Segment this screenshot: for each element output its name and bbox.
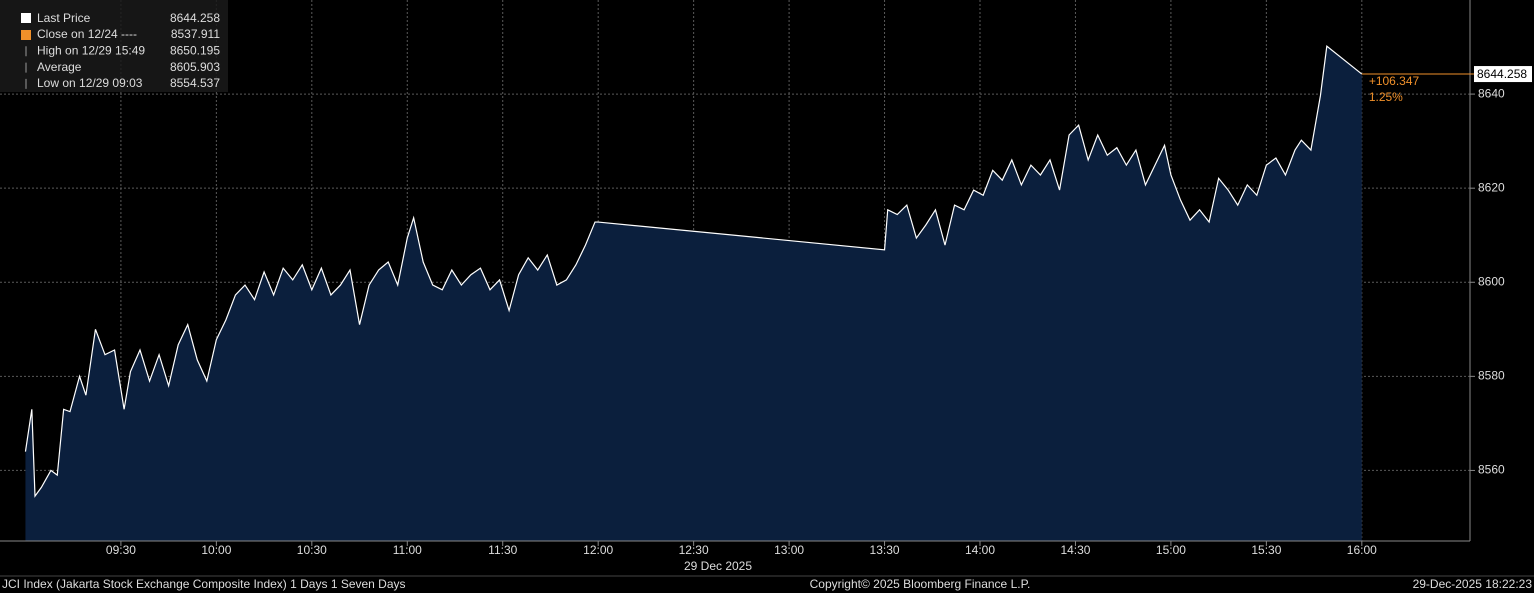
legend-box — [0, 0, 228, 92]
legend-swatch — [21, 13, 31, 23]
footer-center: Copyright© 2025 Bloomberg Finance L.P. — [810, 577, 1031, 591]
legend-label: Average — [37, 60, 82, 74]
y-tick-label: 8620 — [1478, 180, 1505, 194]
x-tick-label: 13:30 — [870, 543, 900, 557]
x-tick-label: 15:00 — [1156, 543, 1186, 557]
footer-left: JCI Index (Jakarta Stock Exchange Compos… — [2, 577, 406, 591]
line — [24, 44, 1363, 498]
change-label: +106.347 — [1369, 74, 1420, 88]
x-tick-label: 15:30 — [1251, 543, 1281, 557]
legend-label: Low on 12/29 09:03 — [37, 76, 143, 90]
legend-label: High on 12/29 15:49 — [37, 43, 145, 57]
x-tick-label: 16:00 — [1347, 543, 1377, 557]
legend: Close on 12/24 ---- 8537.911 High on 12/29… — [21, 27, 220, 90]
x-tick-label: 10:30 — [297, 543, 327, 557]
legend-value: 8537.911 — [171, 27, 220, 41]
y-tick-label: 8640 — [1478, 86, 1505, 100]
last-price-label: 8644.258 — [1477, 67, 1527, 81]
legend-label: Last Price — [37, 11, 91, 25]
legend-swatch — [21, 30, 31, 40]
legend-value: 8650.195 — [170, 43, 220, 57]
x-tick-label: 12:30 — [679, 543, 709, 557]
x-tick-label: 12:00 — [583, 543, 613, 557]
legend-value: 8554.537 — [170, 76, 220, 90]
x-tick-label: 14:30 — [1060, 543, 1090, 557]
y-tick-label: 8560 — [1478, 463, 1505, 477]
y-tick-label: 8580 — [1478, 369, 1505, 383]
y-tick-label: 8600 — [1478, 274, 1505, 288]
legend-value: 8644.258 — [170, 11, 220, 25]
last-price-box — [1474, 66, 1532, 83]
x-tick-label: 10:00 — [201, 543, 231, 557]
x-tick-label: 13:00 — [774, 543, 804, 557]
change-pct-label: 1.25% — [1369, 90, 1403, 104]
footer-right: 29-Dec-2025 18:22:23 — [1413, 577, 1533, 591]
x-tick-label: 09:30 — [106, 543, 136, 557]
x-tick-label: 11:30 — [488, 543, 517, 557]
area — [25, 46, 1362, 541]
legend-value: 8605.903 — [170, 60, 220, 74]
plot-area — [0, 0, 1470, 541]
x-tick-label: 11:00 — [393, 543, 422, 557]
legend-label: Close on 12/24 ---- — [37, 27, 137, 41]
x-tick-label: 14:00 — [965, 543, 995, 557]
date-label: 29 Dec 2025 — [684, 559, 752, 573]
